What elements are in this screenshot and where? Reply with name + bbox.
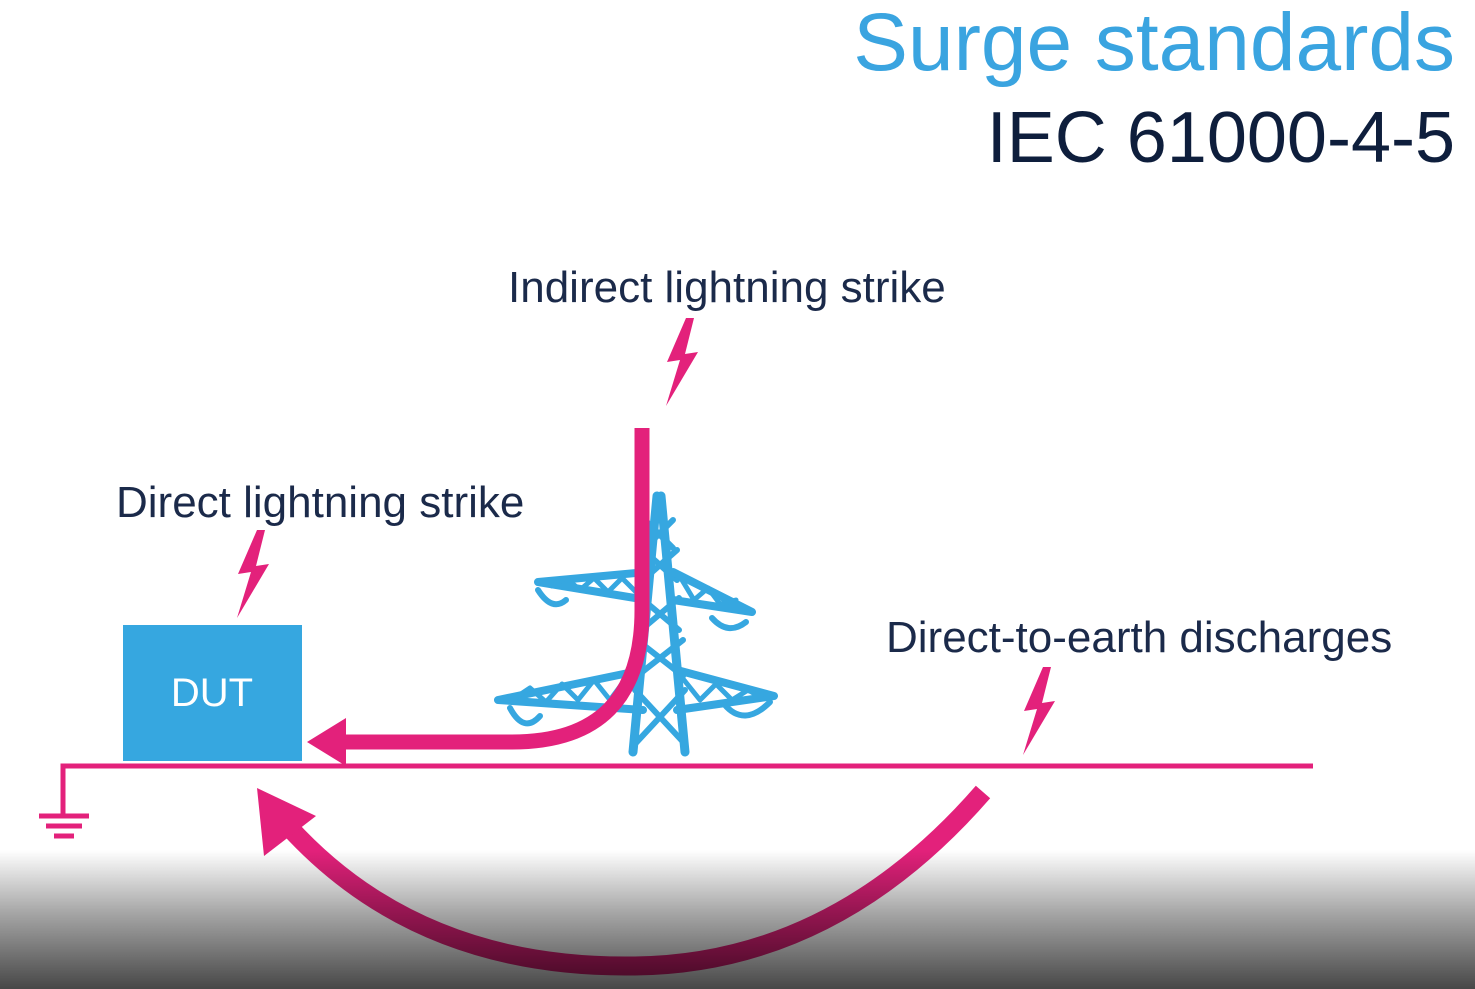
indirect-strike-label: Indirect lightning strike (508, 263, 946, 312)
ground-line (60, 763, 1313, 816)
indirect-surge-arrow (344, 428, 650, 750)
slide-subtitle: IEC 61000-4-5 (986, 98, 1455, 178)
earth-discharge-label: Direct-to-earth discharges (886, 613, 1393, 662)
slide-title: Surge standards (853, 0, 1455, 88)
lightning-bolt-icon (666, 318, 698, 406)
indirect-arrow-head-icon (307, 718, 346, 766)
lightning-bolt-icon (1023, 667, 1055, 755)
transmission-tower-icon (494, 491, 778, 757)
dut-box (123, 625, 302, 761)
ground-symbol-icon (39, 813, 89, 839)
dut-label: DUT (171, 671, 253, 715)
lightning-bolt-icon (237, 530, 269, 618)
earth-arrow-head-icon (257, 788, 316, 856)
direct-strike-label: Direct lightning strike (116, 478, 525, 527)
earth-surge-arrow (280, 785, 991, 976)
